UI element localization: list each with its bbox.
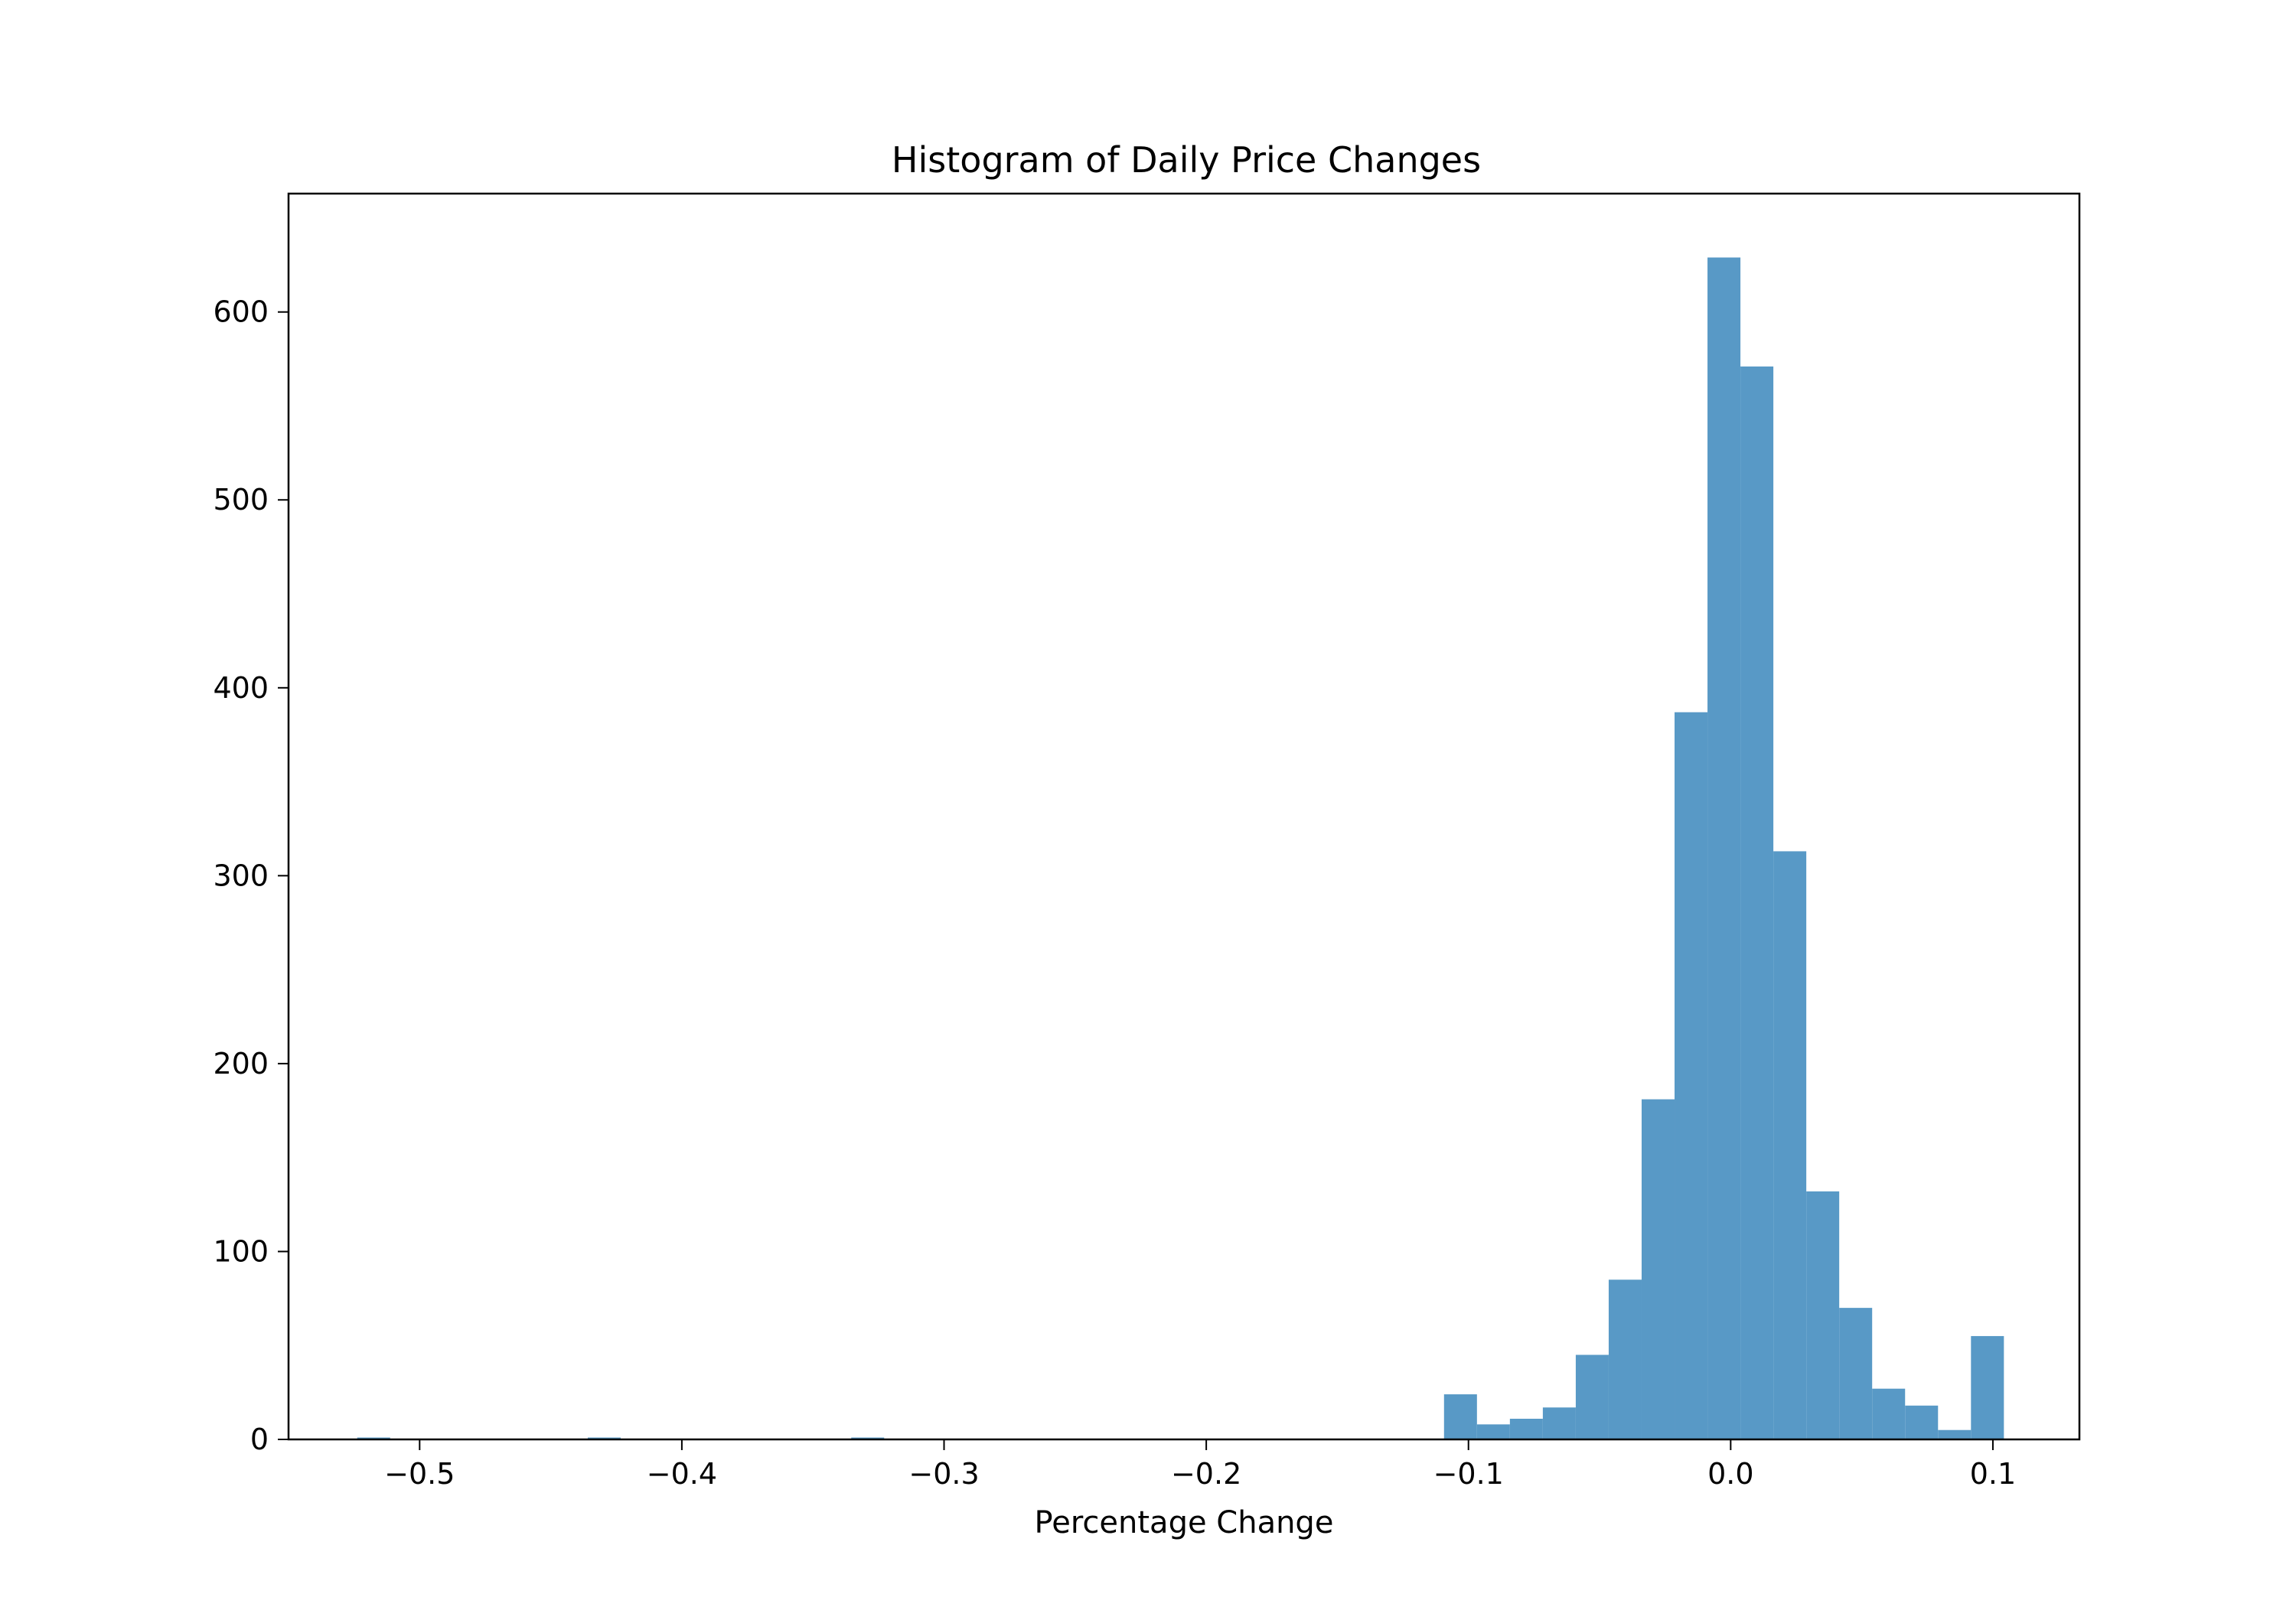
plot-area-frame [287,192,2081,1441]
x-axis-ticks: −0.5 −0.4 −0.3 −0.2 −0.1 0.0 0.1 [384,1439,2016,1491]
y-tick-label: 500 [213,483,269,517]
histogram-bar [1773,851,1807,1439]
x-tick-label: 0.0 [1707,1457,1753,1491]
histogram-bar [1872,1388,1906,1439]
histogram-bar [1806,1191,1840,1439]
x-axis-title: Percentage Change [1035,1505,1334,1540]
y-tick-label: 300 [213,859,269,892]
y-tick-label: 0 [250,1423,269,1456]
chart-title: Histogram of Daily Price Changes [892,139,1481,181]
x-tick-label: −0.2 [1171,1457,1241,1491]
y-axis-ticks: 0 100 200 300 400 500 600 [213,295,289,1456]
x-tick-label: −0.3 [908,1457,979,1491]
histogram-bar [1971,1335,2004,1439]
y-tick-label: 100 [213,1234,269,1268]
histogram-bars [357,257,2004,1439]
histogram-bar [1443,1394,1477,1439]
histogram-bar [1608,1279,1642,1439]
y-tick-label: 400 [213,671,269,705]
histogram-bar [1675,712,1708,1439]
x-tick-label: −0.5 [384,1457,455,1491]
y-tick-label: 600 [213,295,269,329]
histogram-bar [1938,1429,1971,1439]
histogram-bar [1839,1308,1873,1439]
y-tick-label: 200 [213,1047,269,1081]
x-tick-label: −0.1 [1433,1457,1504,1491]
x-tick-label: 0.1 [1970,1457,2016,1491]
histogram-bar [1905,1405,1939,1439]
histogram-bar [1575,1354,1609,1439]
x-tick-label: −0.4 [647,1457,717,1491]
histogram-bar [1476,1424,1510,1439]
histogram-bar [1707,257,1741,1439]
histogram-bar [1740,366,1774,1439]
histogram-bar [1641,1099,1675,1439]
histogram-bar [1509,1418,1543,1439]
histogram-bar [1542,1407,1576,1439]
